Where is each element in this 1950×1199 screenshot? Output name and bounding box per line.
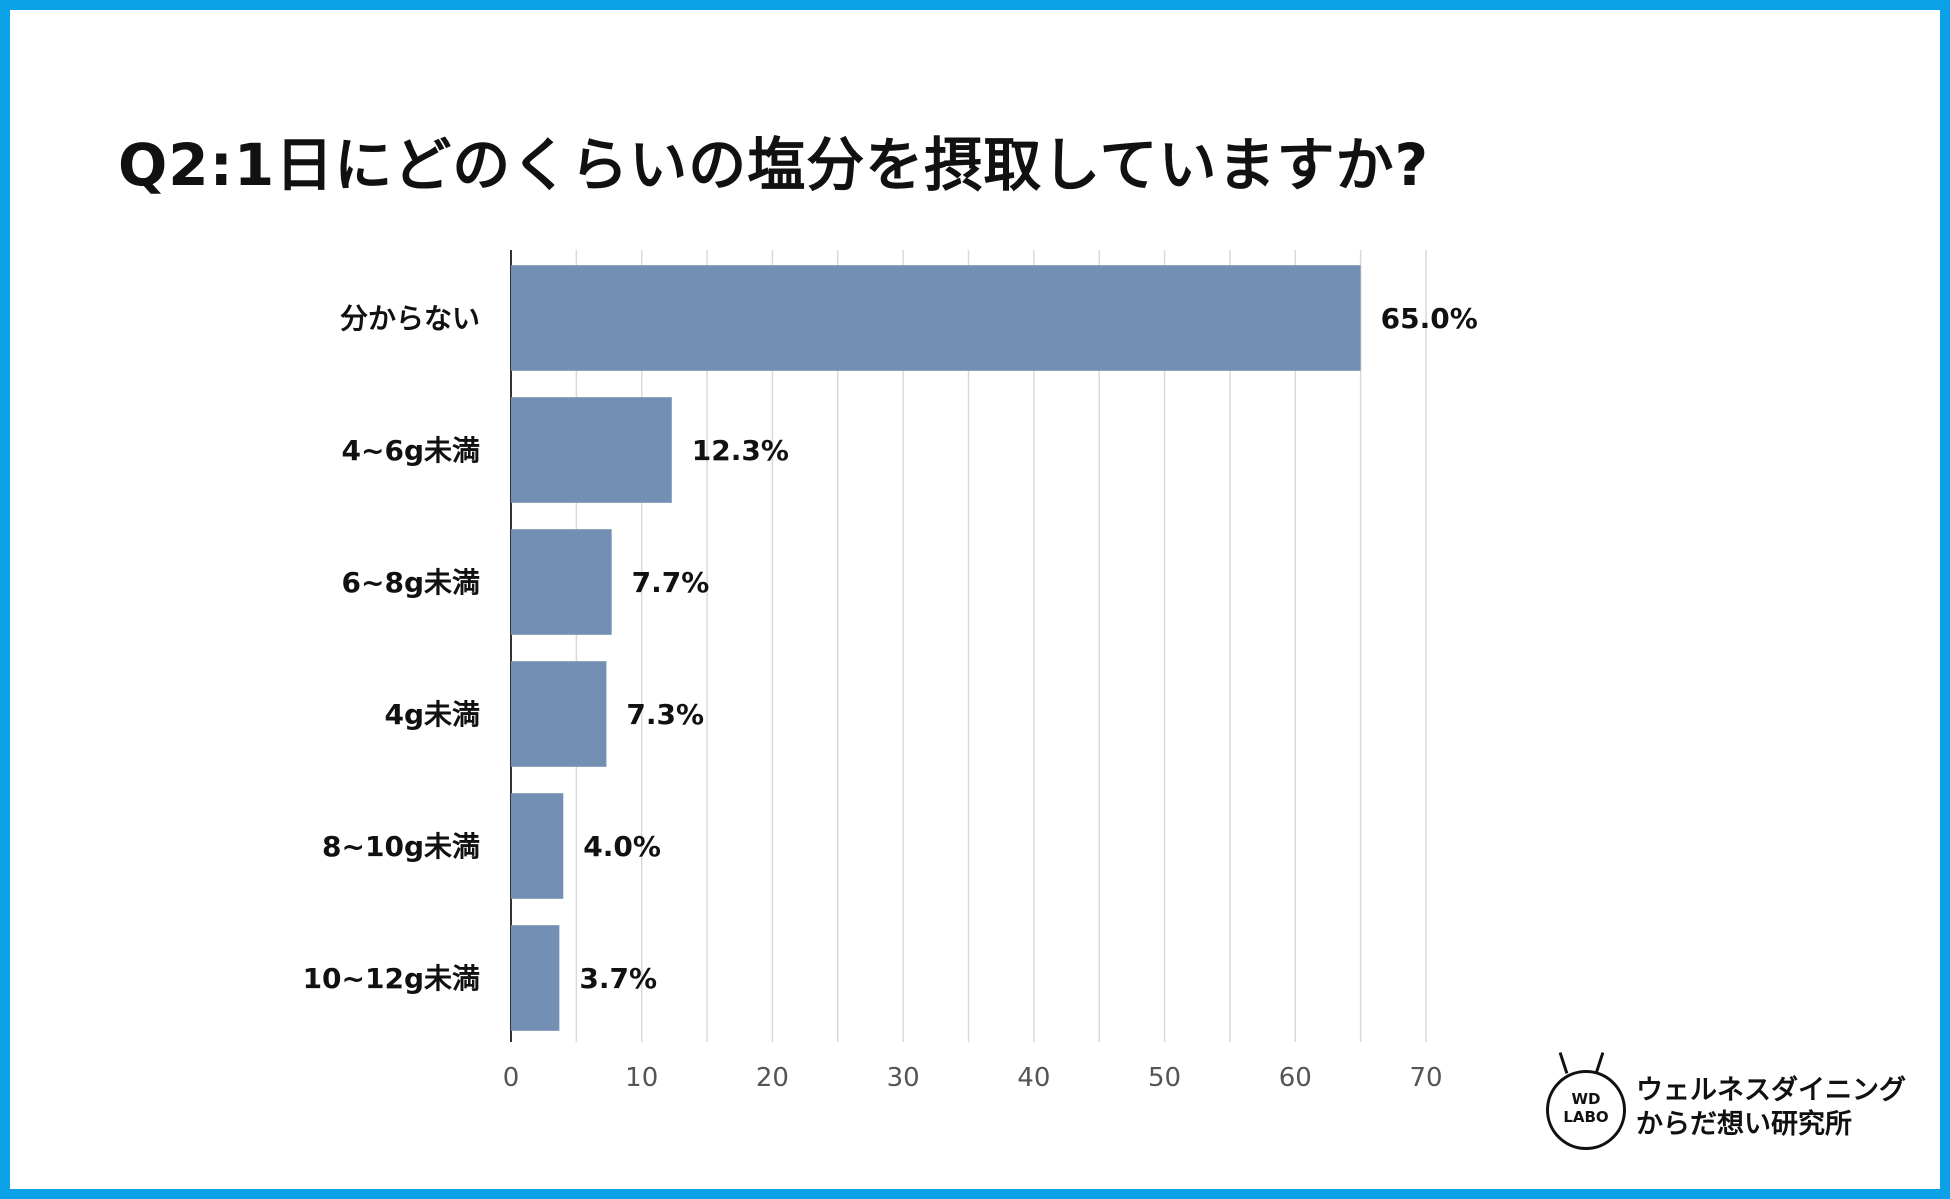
value-label: 7.7% — [632, 566, 710, 599]
x-tick-label: 50 — [1148, 1063, 1181, 1093]
brand-logo: WD LABO ウェルネスダイニング からだ想い研究所 — [1538, 1052, 1906, 1157]
logo-name-line1: ウェルネスダイニング — [1636, 1075, 1906, 1106]
value-label: 7.3% — [626, 698, 704, 731]
category-label: 6~8g未満 — [342, 566, 480, 599]
bars — [511, 265, 1361, 1031]
category-label: 4g未満 — [384, 698, 480, 731]
value-label: 3.7% — [579, 962, 657, 995]
category-label: 分からない — [340, 302, 480, 335]
bar — [511, 793, 564, 899]
category-label: 4~6g未満 — [342, 434, 480, 467]
category-label: 10~12g未満 — [303, 962, 480, 995]
logo-mark-line1: WD — [1571, 1090, 1601, 1108]
labels: 0 10 20 30 40 50 60 70 分からない 65.0% 4~6g未満 12.3% 6~8g… — [303, 302, 1478, 1093]
flask-stem-left — [1558, 1052, 1569, 1074]
flask-icon: WD LABO — [1546, 1070, 1626, 1150]
bar — [511, 397, 672, 503]
value-label: 4.0% — [583, 830, 661, 863]
category-label: 8~10g未満 — [322, 830, 480, 863]
logo-mark-line2: LABO — [1563, 1108, 1609, 1126]
grid-lines — [510, 250, 1427, 1042]
flask-stem-right — [1594, 1052, 1605, 1074]
x-tick-label: 0 — [503, 1063, 520, 1093]
chart-title: Q2:1日にどのくらいの塩分を摂取していますか? — [118, 131, 1430, 199]
x-tick-label: 20 — [756, 1063, 789, 1093]
x-tick-label: 60 — [1279, 1063, 1312, 1093]
bar — [511, 529, 612, 635]
bar — [511, 925, 560, 1031]
x-tick-label: 10 — [625, 1063, 658, 1093]
logo-name-line2: からだ想い研究所 — [1636, 1109, 1852, 1140]
bar — [511, 661, 607, 767]
x-tick-label: 30 — [887, 1063, 920, 1093]
value-label: 12.3% — [692, 434, 789, 467]
x-tick-label: 70 — [1409, 1063, 1442, 1093]
x-tick-label: 40 — [1017, 1063, 1050, 1093]
value-label: 65.0% — [1381, 302, 1478, 335]
bar — [511, 265, 1361, 371]
